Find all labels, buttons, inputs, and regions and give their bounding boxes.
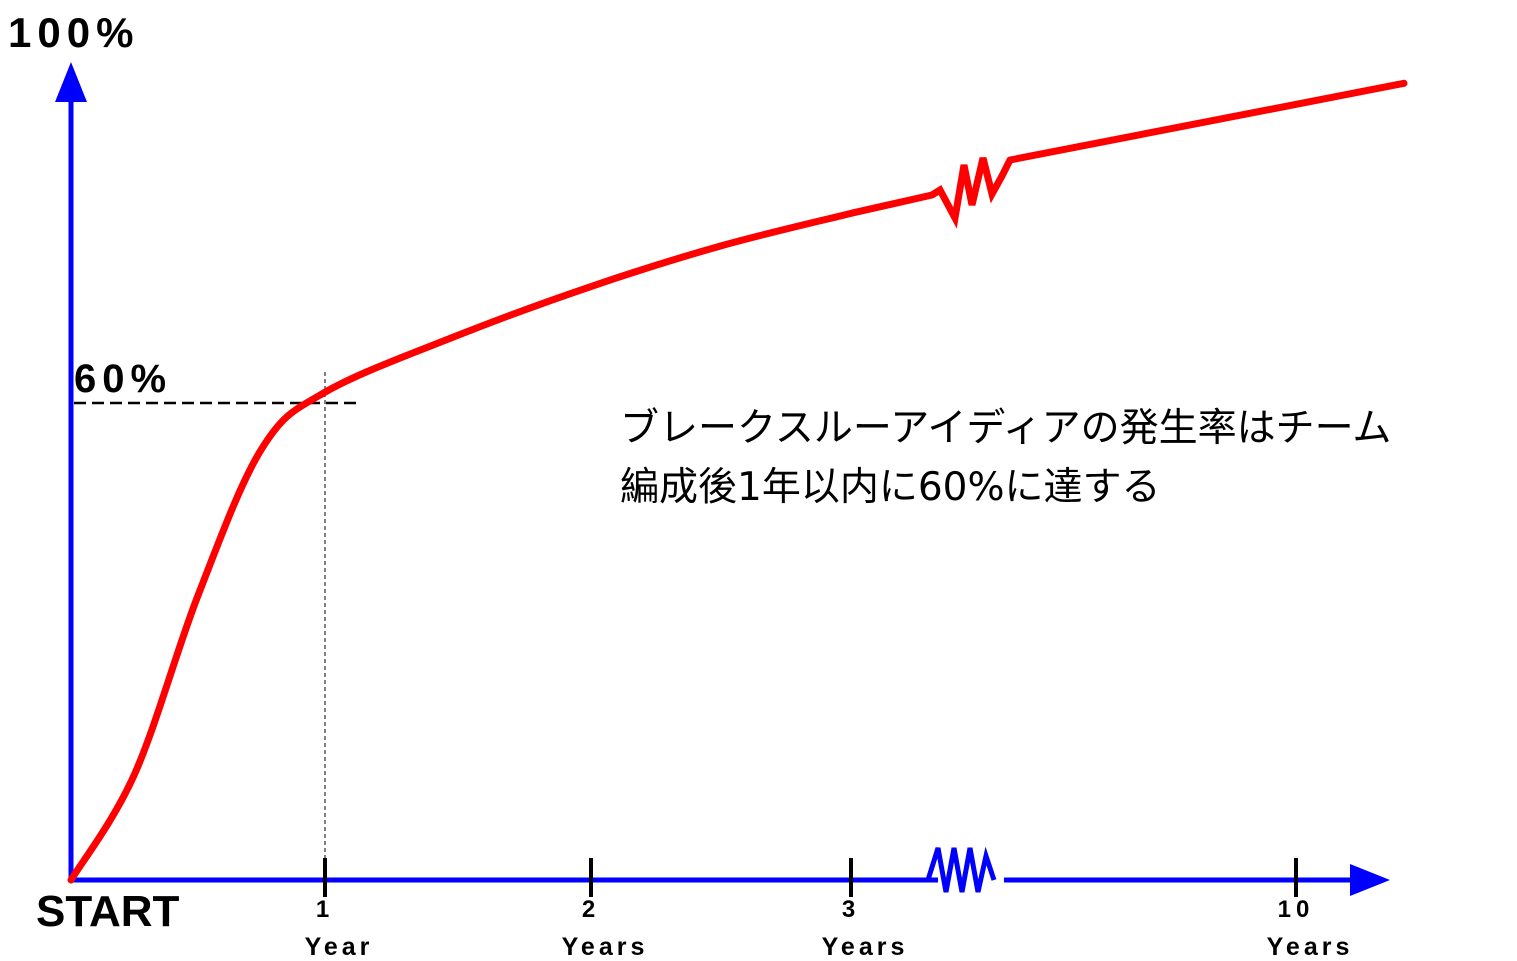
x-tick-label-1: 2 (582, 896, 600, 923)
origin-label: START (36, 887, 180, 936)
x-tick-label-2: 3 (842, 896, 860, 923)
x-axis-break-icon (925, 846, 997, 893)
x-tick-label-3: 10 (1278, 896, 1315, 923)
annotation-line-2: 編成後1年以内に60%に達する (620, 465, 1161, 510)
series-curve-tail (1006, 79, 1408, 164)
y-axis-arrowhead (55, 62, 87, 102)
x-tick-unit-0: Year (305, 933, 374, 961)
x-axis-ticks: 1 Year 2 Years 3 Years 10 Years (305, 858, 1354, 961)
x-tick-unit-2: Years (822, 933, 909, 961)
annotation-line-1: ブレークスルーアイディアの発生率はチーム (620, 406, 1391, 451)
curve-break-icon (930, 157, 1014, 229)
series-curve (67, 191, 936, 884)
x-axis-arrowhead (1350, 864, 1390, 896)
x-tick-unit-1: Years (562, 933, 649, 961)
y-max-label: 100% (8, 9, 139, 56)
x-tick-unit-3: Years (1267, 933, 1354, 961)
threshold-label: 60% (74, 357, 172, 401)
x-tick-label-0: 1 (316, 896, 334, 923)
